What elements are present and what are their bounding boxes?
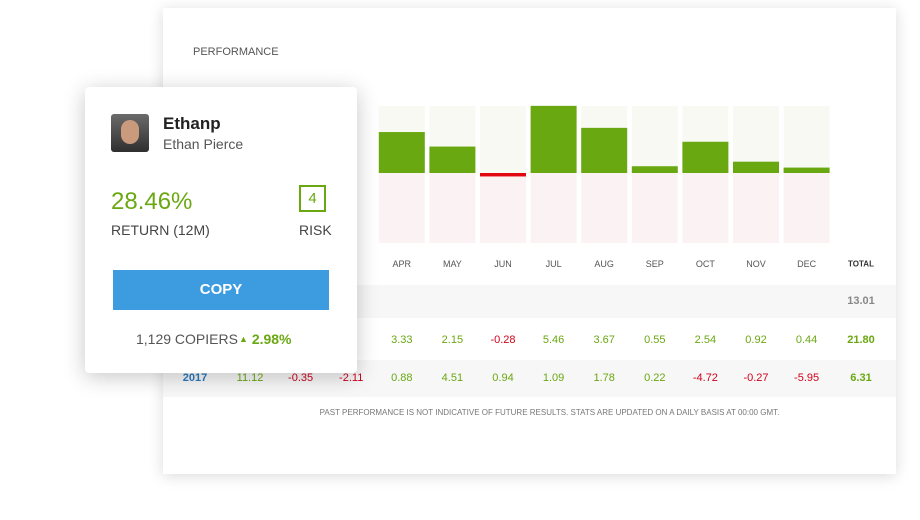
bar-bg-up xyxy=(631,106,678,173)
month-label: OCT xyxy=(695,259,715,269)
bar-bg-down xyxy=(378,173,425,243)
copiers: 1,129 COPIERS xyxy=(136,331,238,347)
month-label: NOV xyxy=(746,259,766,269)
return-value: 28.46% xyxy=(111,188,193,215)
bar xyxy=(733,161,779,173)
month-value: 5.46 xyxy=(542,334,565,346)
month-value: 2.15 xyxy=(441,334,464,346)
bar-bg-down xyxy=(480,173,526,243)
bar-bg-down xyxy=(530,173,577,243)
row-total: 6.31 xyxy=(850,372,872,384)
bar-bg-down xyxy=(581,173,628,243)
month-value: 4.51 xyxy=(441,372,464,384)
disclaimer: PAST PERFORMANCE IS NOT INDICATIVE OF FU… xyxy=(319,408,780,417)
month-value: 0.22 xyxy=(644,372,666,384)
month-label: DEC xyxy=(797,259,817,269)
bar xyxy=(631,166,678,173)
bar-bg-down xyxy=(783,173,830,243)
bar xyxy=(581,127,628,173)
month-value: 3.67 xyxy=(593,334,615,346)
full-name: Ethan Pierce xyxy=(163,136,244,152)
month-value: -5.95 xyxy=(794,372,820,384)
bar xyxy=(783,167,830,173)
month-label: SEP xyxy=(645,259,664,269)
month-value: 11.12 xyxy=(236,372,264,384)
bar-bg-up xyxy=(480,106,526,173)
bar xyxy=(530,105,577,173)
total-label: TOTAL xyxy=(848,259,874,269)
bar-bg-down xyxy=(733,173,779,243)
risk-label: RISK xyxy=(299,222,332,238)
month-label: AUG xyxy=(594,259,614,269)
month-value: -0.28 xyxy=(490,334,516,346)
month-value: -0.27 xyxy=(743,372,769,384)
avatar xyxy=(111,114,149,152)
month-label: APR xyxy=(392,259,412,269)
month-value: 0.92 xyxy=(745,334,767,346)
bar-bg-down xyxy=(682,173,729,243)
month-label: MAY xyxy=(442,259,462,269)
bar xyxy=(480,173,526,177)
month-label: JUN xyxy=(494,259,512,269)
bar xyxy=(378,132,425,173)
row-total: 21.80 xyxy=(847,334,875,346)
risk-value: 4 xyxy=(299,185,326,212)
month-value: -2.11 xyxy=(339,372,364,384)
month-value: 1.78 xyxy=(593,372,615,384)
return-label: RETURN (12M) xyxy=(111,222,210,238)
bar xyxy=(682,141,729,173)
month-label: JUL xyxy=(545,259,562,269)
month-value: 0.88 xyxy=(391,372,413,384)
username: Ethanp xyxy=(163,114,221,133)
bar-bg-down xyxy=(429,173,476,243)
copiers-change: ▲ 2.98% xyxy=(239,331,292,347)
copy-button[interactable]: COPY xyxy=(113,270,329,310)
trader-card: Ethanp Ethan Pierce 28.46% RETURN (12M) … xyxy=(85,87,357,373)
year: 2017 xyxy=(182,372,208,384)
panel-title: PERFORMANCE xyxy=(193,46,279,58)
bar-bg-up xyxy=(783,106,830,173)
month-value: 3.33 xyxy=(391,334,413,346)
bar-bg-down xyxy=(631,173,678,243)
month-value: 0.94 xyxy=(492,372,514,384)
month-value: -4.72 xyxy=(692,372,718,384)
month-value: 2.54 xyxy=(694,334,717,346)
month-value: -0.35 xyxy=(288,372,314,384)
row-total: 13.01 xyxy=(847,295,875,307)
bar xyxy=(429,146,476,173)
month-value: 0.55 xyxy=(644,334,666,346)
month-value: 0.44 xyxy=(795,334,818,346)
month-value: 1.09 xyxy=(542,372,565,384)
copiers-change-value: 2.98% xyxy=(251,331,292,347)
